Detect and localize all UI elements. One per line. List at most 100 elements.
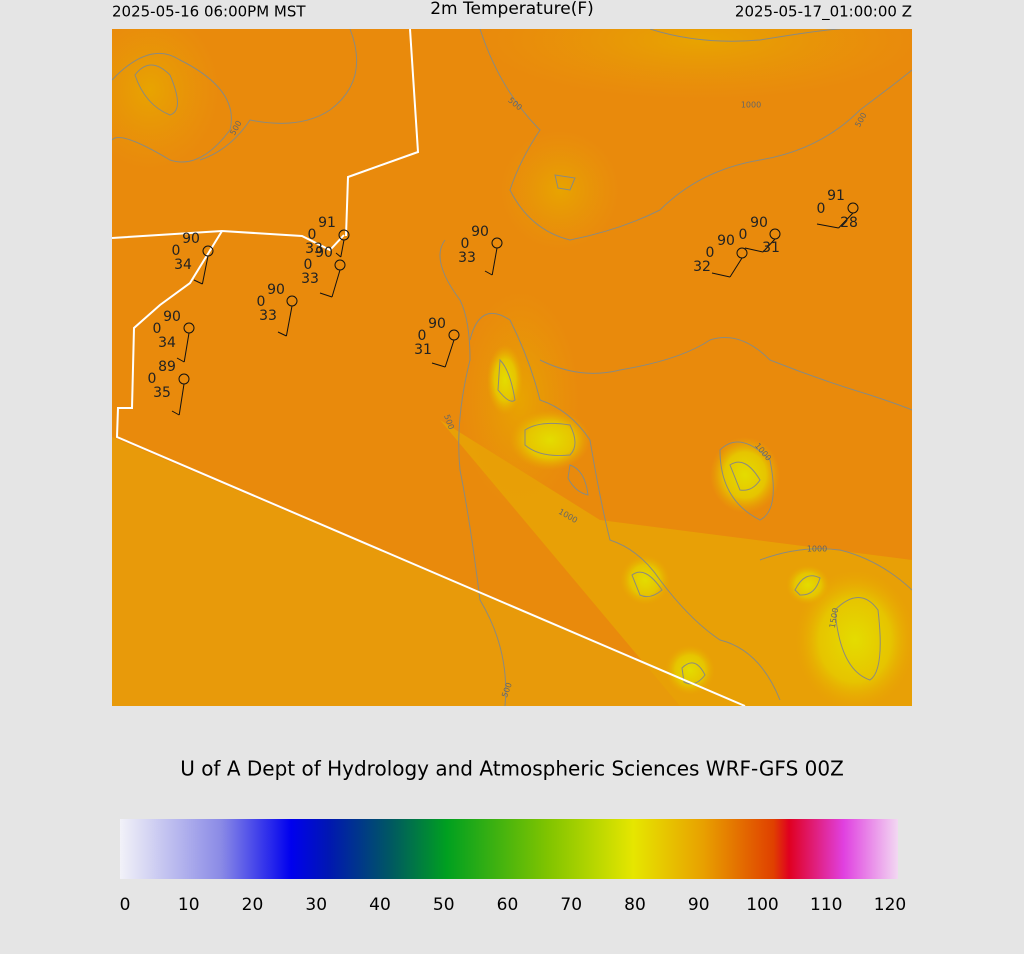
wind-barb <box>285 305 293 337</box>
station-dew: 32 <box>693 259 711 275</box>
contour-label: 1500 <box>828 607 840 629</box>
station-left: 0 <box>172 243 181 259</box>
station-temp: 90 <box>428 316 446 332</box>
colorbar-tick-label: 0 <box>120 895 131 915</box>
station-dew: 31 <box>414 342 432 358</box>
station-left: 0 <box>148 371 157 387</box>
station-circle <box>769 228 781 240</box>
station-dew: 33 <box>458 250 476 266</box>
station-dew: 34 <box>174 257 192 273</box>
station-temp: 90 <box>471 224 489 240</box>
valid-time: 2025-05-16 06:00PM MST <box>112 3 306 21</box>
station-left: 0 <box>257 294 266 310</box>
colorbar <box>120 819 898 879</box>
station-circle <box>847 202 859 214</box>
station-temp: 90 <box>267 282 285 298</box>
station-left: 0 <box>304 257 313 273</box>
colorbar-tick-label: 70 <box>560 895 582 915</box>
wind-barb <box>711 272 731 278</box>
station-circle <box>736 247 748 259</box>
station-dew: 35 <box>153 385 171 401</box>
wind-barb <box>762 238 776 253</box>
colorbar-tick-label: 30 <box>305 895 327 915</box>
map-title: 2m Temperature(F) <box>430 0 594 19</box>
wind-barb <box>201 255 209 285</box>
wind-barb <box>431 362 446 368</box>
colorbar-tick-label: 110 <box>810 895 842 915</box>
station-left: 0 <box>739 227 748 243</box>
wind-barb <box>744 247 764 253</box>
wind-barb <box>340 239 345 258</box>
wind-barb <box>838 212 854 229</box>
station-left: 0 <box>153 321 162 337</box>
station-circle <box>338 229 350 241</box>
station-dew: 34 <box>158 335 176 351</box>
wind-barb <box>335 252 342 258</box>
station-circle <box>202 245 214 257</box>
wind-barb <box>484 270 493 276</box>
contour-label: 1000 <box>741 101 761 110</box>
footer: U of A Dept of Hydrology and Atmospheric… <box>180 757 844 781</box>
station-circle <box>491 237 503 249</box>
contour-label: 1000 <box>807 545 827 554</box>
colorbar-tick-label: 20 <box>242 895 264 915</box>
station: 910 28 <box>816 188 859 231</box>
colorbar-tick-label: 90 <box>688 895 710 915</box>
station-temp: 90 <box>315 245 333 261</box>
wind-barb <box>331 269 341 298</box>
wind-barb <box>183 332 190 363</box>
wind-barb <box>319 292 333 298</box>
wind-barb <box>178 383 185 416</box>
colorbar-tick-label: 10 <box>178 895 200 915</box>
station-circle <box>286 295 298 307</box>
station-circle <box>334 259 346 271</box>
wind-barb <box>176 357 185 363</box>
station-dew: 31 <box>762 240 780 256</box>
station-temp: 90 <box>182 231 200 247</box>
station: 900 31 <box>739 215 781 256</box>
utc-time: 2025-05-17_01:00:00 Z <box>735 3 912 22</box>
station-temp: 90 <box>163 309 181 325</box>
station-left: 0 <box>817 201 826 217</box>
colorbar-tick-label: 40 <box>369 895 391 915</box>
station-left: 0 <box>461 236 470 252</box>
station-left: 0 <box>308 227 317 243</box>
station-dew: 33 <box>305 241 323 257</box>
colorbar-tick-label: 80 <box>624 895 646 915</box>
station-left: 0 <box>706 245 715 261</box>
colorbar-tick-label: 50 <box>433 895 455 915</box>
wind-barb <box>171 410 180 416</box>
station-dew: 33 <box>301 271 319 287</box>
station-temp: 90 <box>750 215 768 231</box>
station-dew: 33 <box>259 308 277 324</box>
colorbar-tick-label: 100 <box>746 895 778 915</box>
station-temp: 91 <box>827 188 845 204</box>
wind-barb <box>277 331 287 337</box>
station-circle <box>448 329 460 341</box>
wind-barb <box>729 257 743 278</box>
colorbar-tick-label: 60 <box>497 895 519 915</box>
station-temp: 91 <box>318 215 336 231</box>
map <box>112 29 912 706</box>
station-circle <box>178 373 190 385</box>
station-dew: 28 <box>840 215 858 231</box>
wind-barb <box>193 279 203 285</box>
wind-barb <box>491 247 498 276</box>
station-left: 0 <box>418 328 427 344</box>
station-temp: 90 <box>717 233 735 249</box>
station-temp: 89 <box>158 359 176 375</box>
wind-barb <box>816 223 839 229</box>
wind-barb <box>444 339 455 368</box>
station-circle <box>183 322 195 334</box>
colorbar-tick-label: 120 <box>874 895 906 915</box>
